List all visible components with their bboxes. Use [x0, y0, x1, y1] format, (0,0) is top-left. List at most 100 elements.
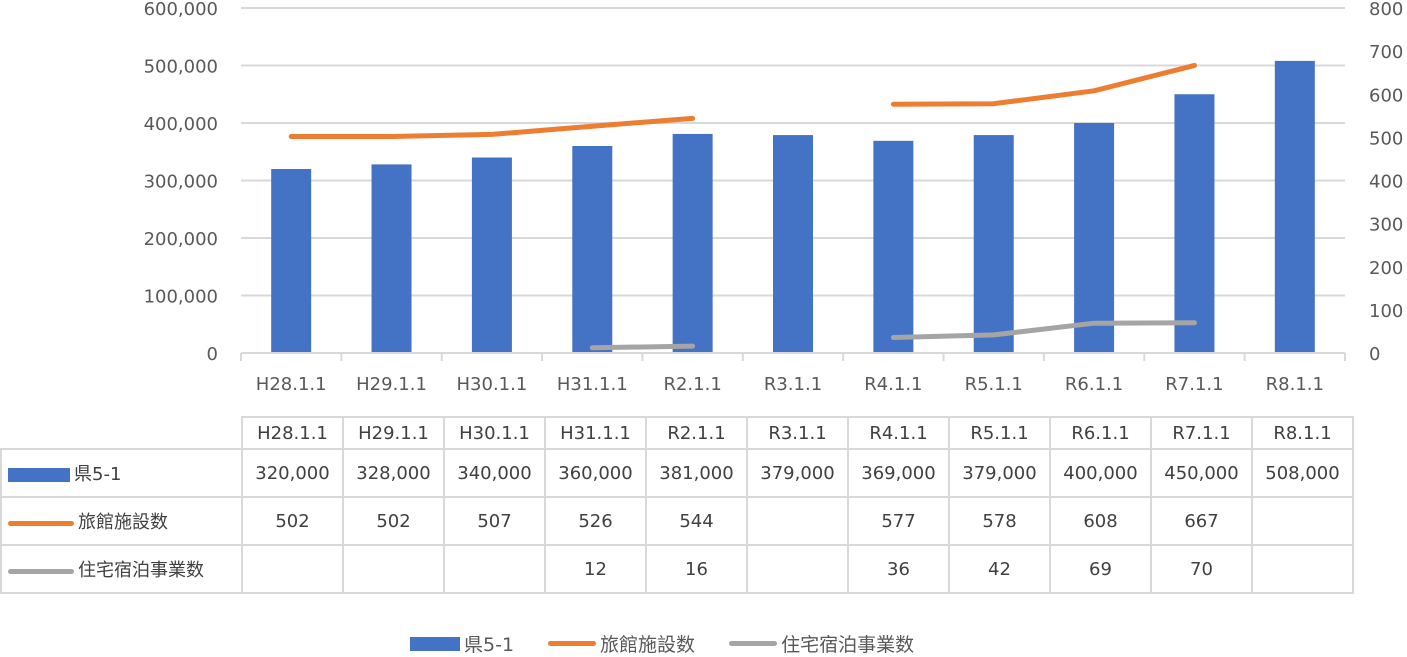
bar: [271, 169, 312, 353]
right-axis-tick: 500: [1369, 128, 1403, 149]
table-cell: 69: [1049, 544, 1152, 594]
series-label: 県5-1: [74, 464, 122, 485]
series-label: 旅館施設数: [78, 512, 168, 533]
left-axis-tick: 600,000: [144, 0, 218, 20]
legend-item-ken5-1: 県5-1: [410, 630, 514, 657]
table-row-ken5-1: 県5-1 320,000 328,000 340,000 360,000 381…: [0, 448, 1354, 498]
line-segment: [890, 320, 1197, 340]
series-label-cell: 旅館施設数: [0, 496, 243, 546]
x-axis-category: R7.1.1: [1165, 374, 1223, 395]
table-cell: 379,000: [948, 448, 1051, 498]
right-axis-tick: 800: [1369, 0, 1403, 20]
line-swatch-icon: [729, 641, 778, 646]
table-cell: 379,000: [746, 448, 849, 498]
bar: [1174, 94, 1215, 353]
data-table: H28.1.1 H29.1.1 H30.1.1 H31.1.1 R2.1.1 R…: [0, 416, 1354, 594]
table-corner: [1, 417, 243, 450]
table-cell: 70: [1150, 544, 1253, 594]
table-cell: 608: [1049, 496, 1152, 546]
line-swatch-icon: [8, 568, 74, 574]
table-cell: [746, 544, 849, 594]
series-label-cell: 住宅宿泊事業数: [0, 544, 243, 594]
x-axis-category: R6.1.1: [1065, 374, 1123, 395]
x-axis-category: R5.1.1: [965, 374, 1023, 395]
legend-item-ryokan: 旅館施設数: [548, 630, 695, 657]
chart-plot: 0 100,000 200,000 300,000 400,000 500,000 600,…: [144, 0, 1404, 395]
table-cell: [1251, 544, 1354, 594]
bar: [672, 133, 713, 353]
table-cell: 320,000: [241, 448, 344, 498]
table-cell: 526: [544, 496, 647, 546]
right-y-axis: 0 100 200 300 400 500 600 700 800: [1369, 0, 1403, 365]
table-cell: [443, 544, 546, 594]
table-cell: [342, 544, 445, 594]
table-header-row: H28.1.1 H29.1.1 H30.1.1 H31.1.1 R2.1.1 R…: [1, 416, 1354, 450]
bar-swatch-icon: [8, 468, 70, 482]
bar-series-ken5-1: [271, 60, 1315, 354]
line-segment: [890, 62, 1197, 107]
x-axis-category: R3.1.1: [764, 374, 822, 395]
table-cell: 381,000: [645, 448, 748, 498]
legend-item-minpaku: 住宅宿泊事業数: [729, 630, 914, 657]
left-axis-tick: 0: [207, 344, 218, 365]
table-cell: 369,000: [847, 448, 950, 498]
chart-legend: 県5-1 旅館施設数 住宅宿泊事業数: [410, 630, 914, 657]
table-cell: 400,000: [1049, 448, 1152, 498]
bar: [572, 146, 613, 353]
table-header-cell: H29.1.1: [342, 416, 445, 450]
table-row-ryokan: 旅館施設数 502 502 507 526 544 577 578 608 66…: [0, 496, 1354, 546]
table-header-cell: R3.1.1: [746, 416, 849, 450]
table-row-minpaku: 住宅宿泊事業数 12 16 36 42 69 70: [0, 544, 1354, 594]
table-cell: 42: [948, 544, 1051, 594]
table-cell: 577: [847, 496, 950, 546]
series-label: 住宅宿泊事業数: [78, 560, 204, 581]
table-cell: 360,000: [544, 448, 647, 498]
table-cell: [1251, 496, 1354, 546]
line-swatch-icon: [8, 520, 74, 526]
table-header-cell: R6.1.1: [1049, 416, 1152, 450]
table-cell: [241, 544, 344, 594]
table-cell: 12: [544, 544, 647, 594]
right-axis-tick: 400: [1369, 172, 1403, 193]
legend-label: 住宅宿泊事業数: [781, 634, 915, 656]
table-cell: 502: [241, 496, 344, 546]
line-segment: [589, 343, 696, 351]
table-header-cell: R2.1.1: [645, 416, 748, 450]
right-axis-tick: 700: [1369, 42, 1403, 63]
left-axis-tick: 200,000: [144, 229, 218, 250]
right-axis-tick: 200: [1369, 258, 1403, 279]
series-label-cell: 県5-1: [0, 448, 243, 498]
bar: [973, 135, 1014, 353]
table-header-cell: H30.1.1: [443, 416, 546, 450]
bar-swatch-icon: [410, 636, 460, 651]
bar: [1274, 60, 1315, 354]
left-axis-tick: 400,000: [144, 114, 218, 135]
legend-label: 県5-1: [464, 634, 515, 656]
table-header-cell: H28.1.1: [241, 416, 344, 450]
table-cell: 508,000: [1251, 448, 1354, 498]
table-cell: 328,000: [342, 448, 445, 498]
bar: [1074, 123, 1115, 353]
line-segment: [288, 115, 696, 139]
table-header-cell: R4.1.1: [847, 416, 950, 450]
table-cell: 502: [342, 496, 445, 546]
left-axis-tick: 100,000: [144, 287, 218, 308]
bar: [873, 140, 914, 353]
table-cell: 578: [948, 496, 1051, 546]
x-axis-category: R2.1.1: [663, 374, 721, 395]
x-axis-category: R8.1.1: [1266, 374, 1324, 395]
table-cell: 450,000: [1150, 448, 1253, 498]
right-axis-tick: 0: [1369, 344, 1380, 365]
bar: [773, 135, 813, 353]
table-cell: [746, 496, 849, 546]
table-cell: 340,000: [443, 448, 546, 498]
table-cell: 507: [443, 496, 546, 546]
table-cell: 36: [847, 544, 950, 594]
table-cell: 667: [1150, 496, 1253, 546]
left-axis-tick: 300,000: [144, 172, 218, 193]
bar: [471, 157, 512, 353]
x-axis: H28.1.1 H29.1.1 H30.1.1 H31.1.1 R2.1.1 R3.1.1…: [240, 352, 1346, 395]
x-axis-category: H28.1.1: [256, 374, 327, 395]
table-header-cell: R8.1.1: [1251, 416, 1354, 450]
x-axis-category: H29.1.1: [356, 374, 427, 395]
